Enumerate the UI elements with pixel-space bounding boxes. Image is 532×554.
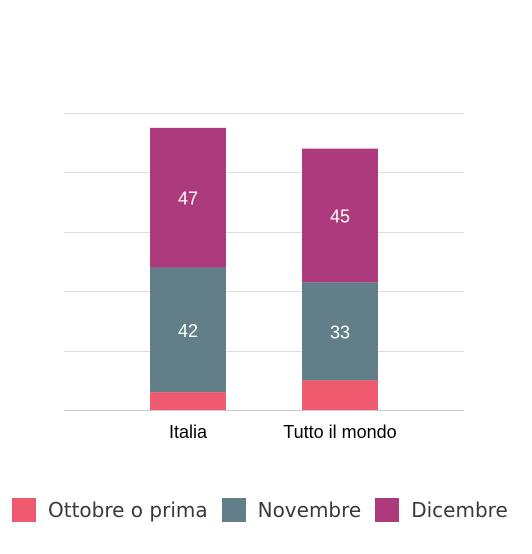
bar-segment-novembre xyxy=(302,282,378,381)
data-label: 33 xyxy=(330,322,350,342)
legend-label-novembre: Novembre xyxy=(257,498,362,522)
legend-item-dicembre: Dicembre xyxy=(375,498,508,522)
stacked-bar-chart: 42 47 Italia 33 45 Tutto il mondo xyxy=(64,113,464,442)
legend-swatch-dicembre xyxy=(375,498,400,522)
legend-item-ottobre: Ottobre o prima xyxy=(12,498,208,522)
bar-segment-dicembre xyxy=(150,127,226,268)
data-label: 42 xyxy=(178,321,198,341)
legend: Ottobre o prima Novembre Dicembre xyxy=(12,498,522,522)
data-label: 47 xyxy=(178,189,198,209)
bar-segment-novembre xyxy=(150,267,226,393)
x-tick-label: Italia xyxy=(169,422,208,442)
legend-label-ottobre: Ottobre o prima xyxy=(48,498,208,522)
bar-segment-ottobre xyxy=(150,392,226,410)
bar-segment-dicembre xyxy=(302,148,378,283)
legend-swatch-ottobre xyxy=(12,498,36,522)
data-label: 45 xyxy=(330,206,350,226)
x-tick-label: Tutto il mondo xyxy=(283,422,396,442)
legend-label-dicembre: Dicembre xyxy=(411,498,508,522)
bar-segment-ottobre xyxy=(302,380,378,410)
legend-item-novembre: Novembre xyxy=(221,498,362,522)
legend-swatch-novembre xyxy=(221,498,246,522)
